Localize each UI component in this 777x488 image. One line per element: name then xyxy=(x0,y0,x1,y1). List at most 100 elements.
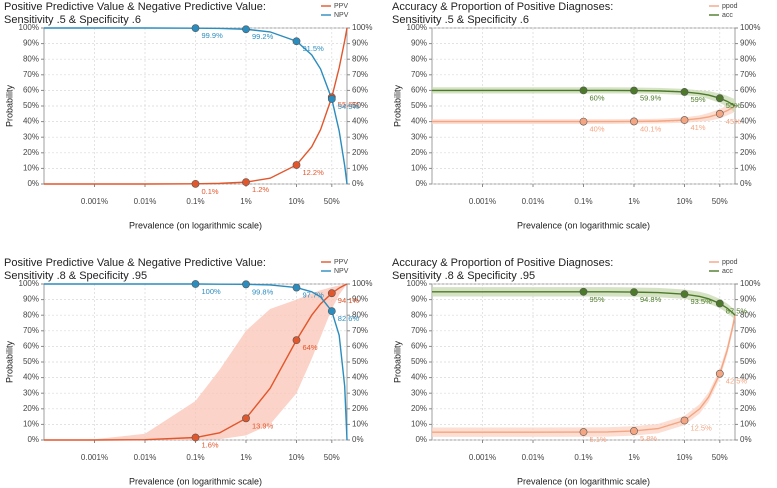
point-marker xyxy=(327,307,336,316)
y-tick-label: 100% xyxy=(407,279,427,288)
point-marker xyxy=(292,161,301,169)
x-axis-label: Prevalence (on logarithmic scale) xyxy=(517,220,650,230)
value-label: 12.2% xyxy=(303,168,325,177)
y-tick-label: 40% xyxy=(411,117,427,126)
value-label: 55% xyxy=(726,101,741,110)
value-label: 99.8% xyxy=(252,287,274,296)
point-marker xyxy=(680,88,689,96)
y2-tick-label: 70% xyxy=(740,70,756,79)
series-line xyxy=(432,315,736,433)
chart-title: Accuracy & Proportion of Positive Diagno… xyxy=(392,257,613,269)
y2-tick-label: 90% xyxy=(352,39,368,48)
confidence-band xyxy=(432,287,735,320)
y2-tick-label: 30% xyxy=(740,388,756,397)
point-marker xyxy=(579,287,588,296)
y2-tick-label: 100% xyxy=(352,23,372,32)
y-tick-label: 0% xyxy=(415,179,427,188)
y2-tick-label: 40% xyxy=(740,373,756,382)
y-tick-label: 100% xyxy=(19,23,39,32)
point-marker xyxy=(630,288,638,297)
value-label: 99.2% xyxy=(252,32,274,41)
y2-tick-label: 60% xyxy=(352,86,368,95)
value-label: 40% xyxy=(590,125,605,134)
x-tick-label: 10% xyxy=(676,197,692,206)
y-axis-label: Probability xyxy=(4,340,14,383)
x-tick-label: 1% xyxy=(240,197,252,206)
x-tick-label: 0.01% xyxy=(134,453,157,462)
y-tick-label: 70% xyxy=(23,326,39,335)
point-marker xyxy=(292,336,301,345)
y2-tick-label: 80% xyxy=(352,54,368,63)
value-label: 100% xyxy=(202,287,222,296)
x-tick-label: 0.001% xyxy=(81,453,108,462)
y-tick-label: 40% xyxy=(23,117,39,126)
y-axis-label: Probability xyxy=(4,84,14,127)
y-tick-label: 50% xyxy=(23,101,39,110)
value-label: 59.9% xyxy=(640,94,662,103)
point-marker xyxy=(191,280,200,288)
y-tick-label: 80% xyxy=(23,54,39,63)
y2-tick-label: 0% xyxy=(740,435,752,444)
y2-tick-label: 40% xyxy=(352,117,368,126)
y-tick-label: 30% xyxy=(411,132,427,141)
y-tick-label: 60% xyxy=(411,342,427,351)
value-label: 5.1% xyxy=(590,435,607,444)
value-label: 99.9% xyxy=(202,31,224,40)
y-axis-label: Probability xyxy=(392,84,402,127)
y2-tick-label: 100% xyxy=(352,279,372,288)
legend-label: ppod xyxy=(722,3,738,10)
point-marker xyxy=(579,428,588,436)
legend-label: acc xyxy=(722,12,733,19)
value-label: 1.2% xyxy=(252,185,269,194)
y-tick-label: 50% xyxy=(411,357,427,366)
value-label: 55.6% xyxy=(338,100,360,109)
y-tick-label: 70% xyxy=(23,70,39,79)
x-tick-label: 1% xyxy=(628,197,640,206)
y2-tick-label: 70% xyxy=(352,326,368,335)
x-tick-label: 10% xyxy=(288,453,304,462)
y2-tick-label: 80% xyxy=(740,310,756,319)
y-tick-label: 0% xyxy=(27,179,39,188)
y2-tick-label: 40% xyxy=(352,373,368,382)
x-tick-label: 0.1% xyxy=(186,197,204,206)
y-tick-label: 30% xyxy=(411,388,427,397)
y-tick-label: 20% xyxy=(411,404,427,413)
confidence-band xyxy=(432,87,735,114)
legend-label: NPV xyxy=(334,268,349,275)
chart-panel: 0% 0% 10% 10% 20% 20% 30% 30% 40% 40% 50% 50% 60% 60%… xyxy=(4,1,372,230)
y2-tick-label: 100% xyxy=(740,279,760,288)
point-marker xyxy=(242,414,250,423)
x-axis-label: Prevalence (on logarithmic scale) xyxy=(129,220,262,230)
y-tick-label: 100% xyxy=(407,23,427,32)
x-tick-label: 0.1% xyxy=(186,453,204,462)
point-marker xyxy=(242,280,250,289)
y2-tick-label: 50% xyxy=(352,357,368,366)
chart-title: Accuracy & Proportion of Positive Diagno… xyxy=(392,1,613,13)
value-label: 94.1% xyxy=(338,296,360,305)
series-line xyxy=(44,283,348,441)
x-axis-label: Prevalence (on logarithmic scale) xyxy=(517,476,650,486)
y-tick-label: 40% xyxy=(23,373,39,382)
value-label: 1.6% xyxy=(202,440,219,449)
y2-tick-label: 80% xyxy=(740,54,756,63)
point-marker xyxy=(242,25,250,34)
value-label: 93.5% xyxy=(691,297,713,306)
y2-tick-label: 60% xyxy=(740,342,756,351)
y2-tick-label: 90% xyxy=(740,295,756,304)
y-tick-label: 90% xyxy=(23,295,39,304)
value-label: 45% xyxy=(726,117,741,126)
y-tick-label: 20% xyxy=(23,148,39,157)
value-label: 60% xyxy=(590,93,605,102)
y2-tick-label: 60% xyxy=(740,86,756,95)
point-marker xyxy=(680,416,689,425)
x-tick-label: 50% xyxy=(324,197,340,206)
x-tick-label: 0.001% xyxy=(81,197,108,206)
y2-tick-label: 30% xyxy=(352,132,368,141)
y-tick-label: 90% xyxy=(23,39,39,48)
point-marker xyxy=(630,117,638,126)
value-label: 13.9% xyxy=(252,421,274,430)
y-tick-label: 60% xyxy=(23,86,39,95)
y-tick-label: 60% xyxy=(23,342,39,351)
y2-tick-label: 60% xyxy=(352,342,368,351)
